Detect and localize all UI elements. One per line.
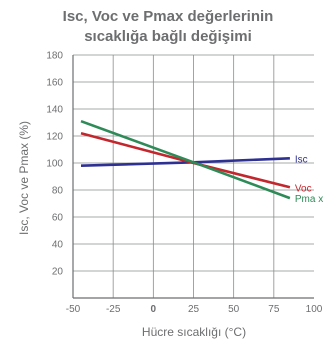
- series-line-pmax: [80, 119, 291, 200]
- grid: [73, 54, 314, 298]
- x-tick-label: 100: [306, 304, 323, 315]
- x-tick-label: 75: [268, 304, 280, 315]
- tick-labels: 20 40 60 80 100 120 140 160 180 -50 -25 0 25 50 75 100: [46, 51, 322, 316]
- x-tick-label: -25: [106, 304, 121, 315]
- x-tick-label: -50: [66, 304, 81, 315]
- series-label-voc: Voc: [295, 183, 312, 194]
- y-tick-label: 40: [52, 240, 64, 251]
- y-tick-label: 160: [46, 78, 63, 89]
- series-label-pmax: Pma x: [295, 194, 323, 205]
- x-tick-label: 50: [228, 304, 240, 315]
- y-tick-label: 100: [46, 159, 63, 170]
- chart-title-line-2: sıcaklığa bağlı değişimi: [84, 28, 252, 45]
- y-tick-label: 80: [52, 186, 64, 197]
- y-axis-label: Isc, Voc ve Pmax (%): [17, 121, 31, 235]
- y-tick-label: 20: [52, 267, 64, 278]
- y-tick-label: 60: [52, 213, 64, 224]
- chart-title-line-1: Isc, Voc ve Pmax değerlerinin: [63, 8, 274, 25]
- series-lines: [80, 119, 291, 200]
- x-tick-label: 25: [188, 304, 200, 315]
- y-tick-label: 140: [46, 105, 63, 116]
- x-axis-label: Hücre sıcaklığı (°C): [142, 325, 246, 339]
- series-label-isc: Isc: [295, 154, 308, 165]
- y-tick-label: 180: [46, 51, 63, 62]
- y-tick-label: 120: [46, 132, 63, 143]
- x-tick-label: 0: [151, 304, 157, 315]
- axes: [72, 55, 314, 299]
